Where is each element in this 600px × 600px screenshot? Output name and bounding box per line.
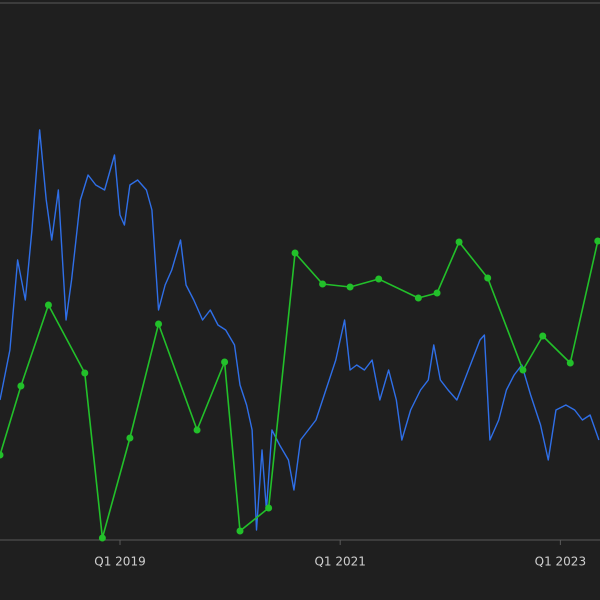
series-marker — [455, 238, 463, 246]
series-marker — [155, 320, 163, 328]
series-marker — [375, 275, 383, 283]
series-marker — [484, 274, 492, 282]
series-marker — [98, 534, 106, 542]
series-marker — [236, 527, 244, 535]
series-marker — [346, 283, 354, 291]
series-marker — [221, 358, 229, 366]
series-marker — [0, 451, 4, 459]
series-marker — [265, 504, 273, 512]
x-tick-label: Q1 2019 — [94, 555, 145, 569]
series-marker — [519, 366, 527, 374]
series-marker — [81, 369, 89, 377]
series-marker — [433, 289, 441, 297]
series-marker — [594, 237, 600, 245]
series-marker — [44, 301, 52, 309]
series-marker — [319, 280, 327, 288]
series-marker — [566, 359, 574, 367]
series-marker — [193, 426, 201, 434]
series-marker — [126, 434, 134, 442]
series-marker — [17, 382, 25, 390]
series-line — [0, 129, 600, 531]
series-marker — [414, 294, 422, 302]
series-marker — [539, 332, 547, 340]
x-tick-label: Q1 2021 — [314, 555, 365, 569]
series-marker — [291, 249, 299, 257]
x-tick-label: Q1 2023 — [535, 555, 586, 569]
